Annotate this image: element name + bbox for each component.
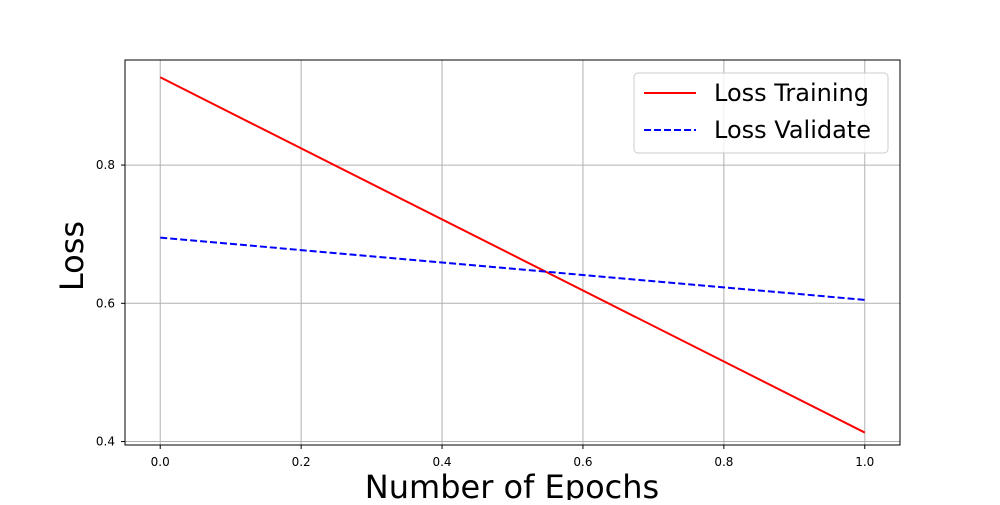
y-tick-label: 0.8 [96,158,115,172]
x-axis-title: Number of Epochs [365,468,659,500]
y-axis-title: Loss [53,221,91,291]
legend-label-loss-validate: Loss Validate [714,116,871,144]
x-tick-label: 0.8 [714,455,733,469]
x-tick-label: 0.0 [151,455,170,469]
x-tick-label: 0.6 [573,455,592,469]
y-tick-label: 0.6 [96,296,115,310]
plot-frame [124,59,901,446]
y-tick-label: 0.4 [96,435,115,449]
axis-ticks: 0.0 0.2 0.4 0.6 0.8 1.0 0.4 0.6 0.8 [96,158,874,469]
series-lines [159,76,866,434]
series-line-loss-training [159,76,866,434]
x-tick-label: 0.4 [432,455,451,469]
x-tick-label: 1.0 [855,455,874,469]
series-line-loss-validate [160,236,865,301]
legend-box [633,72,889,154]
x-tick-label: 0.2 [292,455,311,469]
legend-label-loss-training: Loss Training [714,79,869,107]
legend: Loss Training Loss Validate [633,72,889,154]
